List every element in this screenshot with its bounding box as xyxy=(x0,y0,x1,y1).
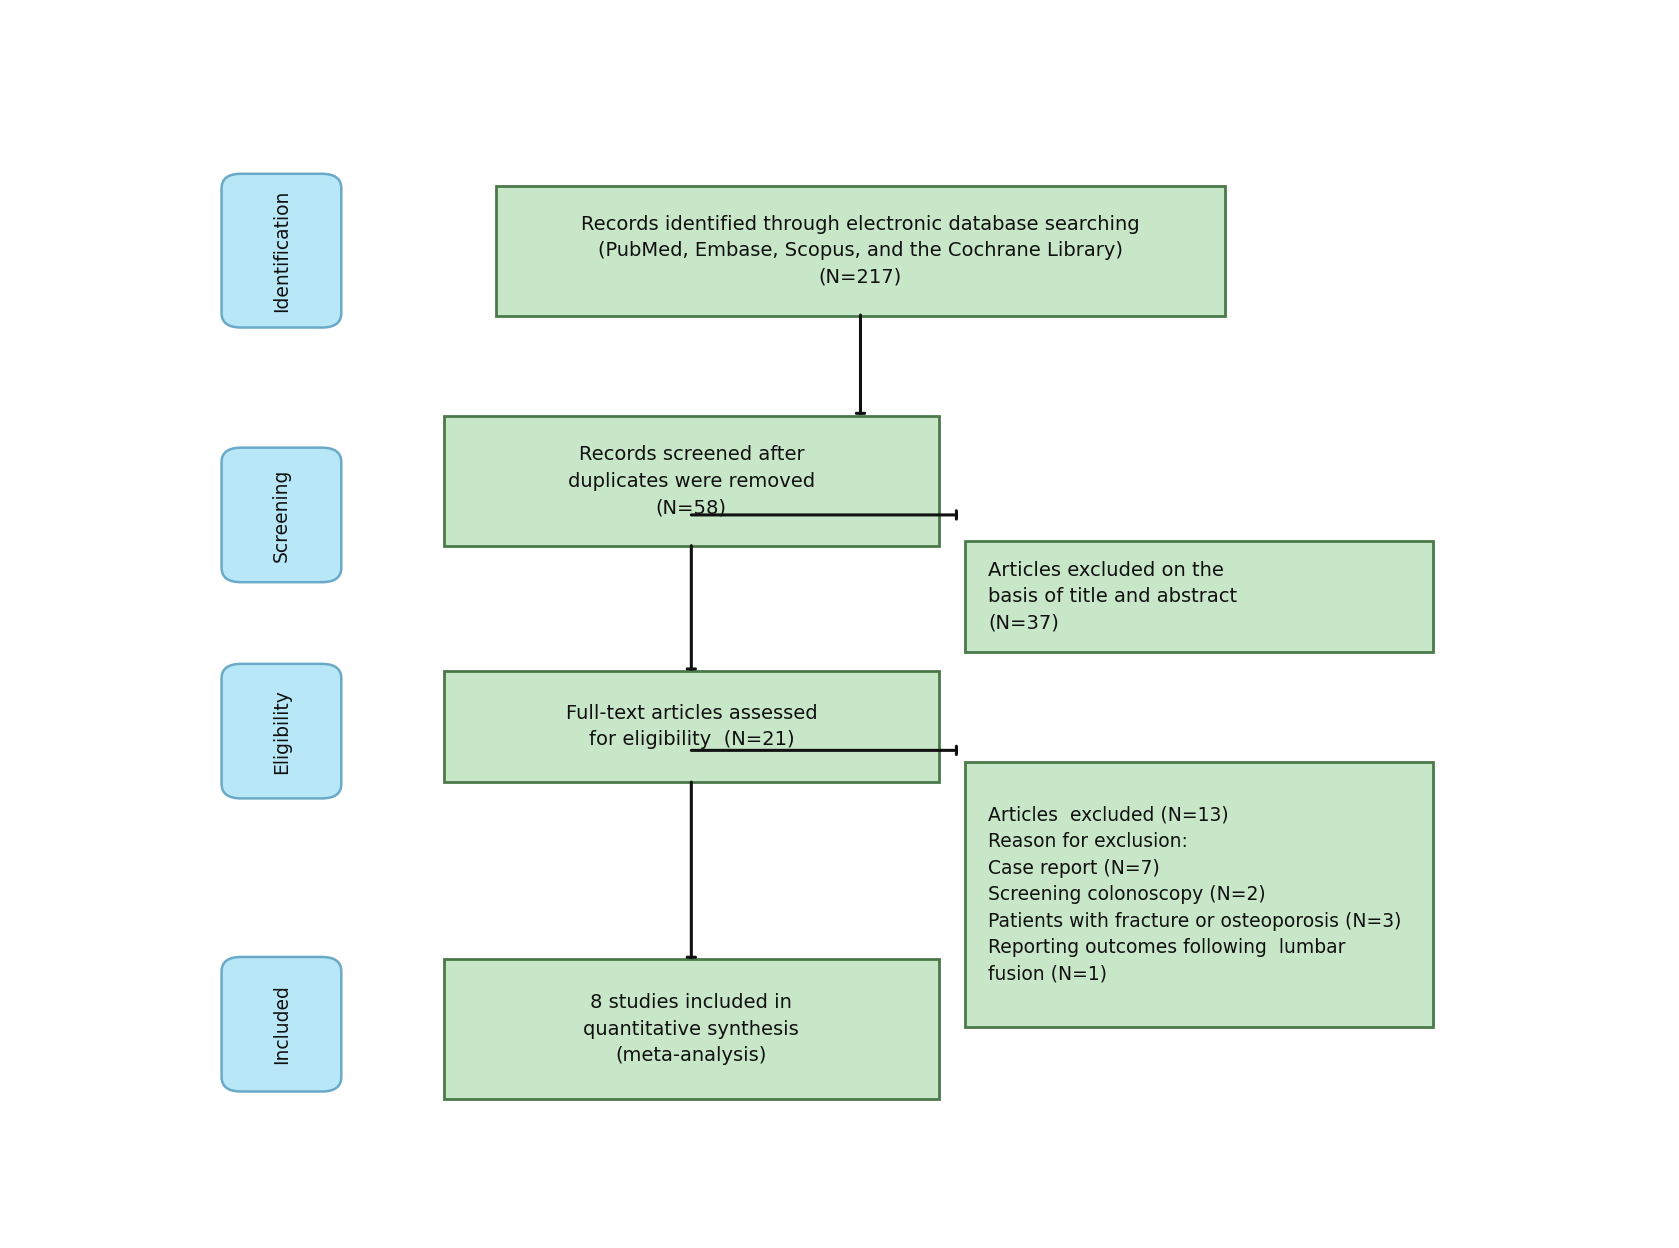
Text: Articles excluded on the
basis of title and abstract
(N=37): Articles excluded on the basis of title … xyxy=(987,560,1237,633)
Text: 8 studies included in
quantitative synthesis
(meta-analysis): 8 studies included in quantitative synth… xyxy=(584,993,799,1065)
FancyBboxPatch shape xyxy=(443,960,939,1098)
Text: Identification: Identification xyxy=(272,190,290,312)
FancyBboxPatch shape xyxy=(222,173,341,327)
Text: Records identified through electronic database searching
(PubMed, Embase, Scopus: Records identified through electronic da… xyxy=(581,215,1140,287)
FancyBboxPatch shape xyxy=(222,448,341,583)
FancyBboxPatch shape xyxy=(443,417,939,547)
FancyBboxPatch shape xyxy=(222,664,341,799)
Text: Eligibility: Eligibility xyxy=(272,689,290,774)
Text: Full-text articles assessed
for eligibility  (N=21): Full-text articles assessed for eligibil… xyxy=(566,704,818,749)
Text: Records screened after
duplicates were removed
(N=58): Records screened after duplicates were r… xyxy=(568,446,814,517)
FancyBboxPatch shape xyxy=(965,542,1434,651)
FancyBboxPatch shape xyxy=(965,763,1434,1027)
FancyBboxPatch shape xyxy=(443,671,939,781)
FancyBboxPatch shape xyxy=(222,957,341,1092)
Text: Included: Included xyxy=(272,985,290,1065)
Text: Articles  excluded (N=13)
Reason for exclusion:
Case report (N=7)
Screening colo: Articles excluded (N=13) Reason for excl… xyxy=(987,805,1402,983)
FancyBboxPatch shape xyxy=(497,186,1226,316)
Text: Screening: Screening xyxy=(272,468,290,562)
